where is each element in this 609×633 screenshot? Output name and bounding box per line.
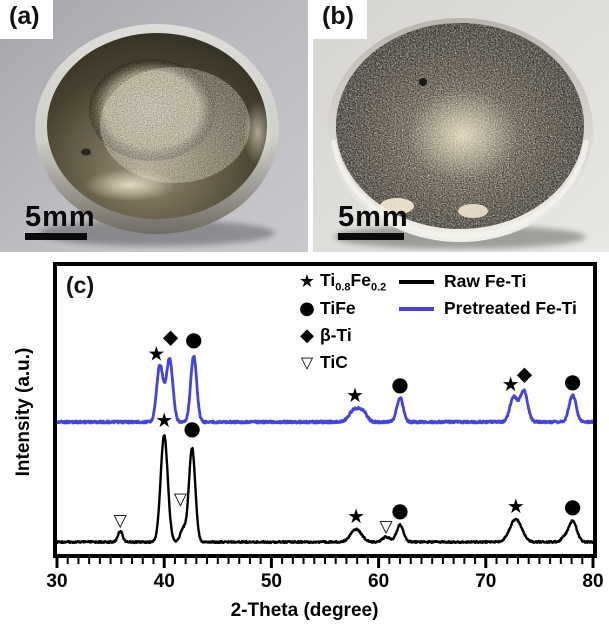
legend-phase-label: TiC	[320, 352, 348, 372]
svg-text:▽: ▽	[174, 489, 188, 509]
xrd-chart-panel: 30 40 50 60 70 80 ▽ ★ ▽ ● ★ ▽ ● ★ ● ★ ◆ ● ★ ● ★ ◆ ● (c) Intens…	[0, 262, 609, 633]
svg-text:★: ★	[346, 383, 364, 407]
svg-text:●: ●	[391, 372, 408, 396]
x-axis-tick-labels: 30 40 50 60 70 80	[46, 571, 603, 592]
svg-text:★: ★	[147, 341, 165, 365]
xrd-curve-raw-fe-ti	[57, 434, 593, 545]
svg-text:80: 80	[582, 571, 603, 592]
svg-text:●: ●	[391, 498, 408, 522]
raw-line-sample	[399, 279, 434, 284]
y-axis-title: Intensity (a.u.)	[13, 347, 34, 477]
svg-text:40: 40	[154, 571, 175, 592]
peak-markers-0: ▽★▽●★ ▽● ★ ●	[114, 408, 582, 537]
svg-text:●: ●	[185, 327, 202, 351]
ingot-a-pit	[81, 148, 91, 156]
panel-b-scale-line	[338, 233, 404, 240]
diamond-icon: ◆	[300, 325, 314, 346]
panel-a-label: (a)	[0, 0, 53, 39]
svg-text:50: 50	[261, 571, 282, 592]
svg-text:60: 60	[368, 571, 389, 592]
panel-a-scale-bar: 5mm	[25, 202, 96, 240]
svg-text:●: ●	[183, 416, 200, 440]
legend-series-label: Pretreated Fe-Ti	[444, 298, 577, 318]
legend-phase-label: TiFe	[320, 298, 356, 318]
legend-series-label: Raw Fe-Ti	[444, 271, 527, 291]
svg-text:30: 30	[46, 571, 67, 592]
panel-b-scale-text: 5mm	[338, 201, 409, 233]
triangle-icon: ▽	[300, 353, 314, 372]
ingot-a-highlight-right	[243, 100, 273, 166]
panel-a-scale-text: 5mm	[25, 201, 96, 233]
svg-text:●: ●	[564, 369, 581, 393]
svg-text:▽: ▽	[114, 511, 128, 531]
photo-panel-a: (a) 5mm	[0, 0, 308, 252]
panel-c-label: (c)	[66, 272, 95, 298]
ingot-b-rim-highlight	[331, 140, 589, 239]
ingot-photo-b	[313, 0, 609, 252]
legend-phase-tic: ▽ TiC	[294, 349, 386, 376]
peak-markers-1: ★◆ ●★ ● ★◆ ●	[147, 324, 581, 407]
svg-text:★: ★	[155, 408, 173, 432]
legend-series-pretreated: Pretreated Fe-Ti	[399, 295, 577, 322]
ingot-b-spec2	[458, 204, 488, 218]
legend-phase-label: Ti0.8Fe0.2	[320, 269, 387, 294]
svg-text:▽: ▽	[380, 517, 394, 537]
ingot-b-center-glow	[407, 89, 519, 181]
legend-phase-ti08fe02: ★ Ti0.8Fe0.2	[294, 268, 386, 295]
svg-text:★: ★	[502, 372, 520, 396]
ingot-a-speckle-light	[100, 67, 250, 183]
svg-text:★: ★	[507, 494, 525, 518]
plot-frame	[53, 262, 597, 558]
svg-text:◆: ◆	[163, 324, 179, 348]
svg-text:◆: ◆	[517, 361, 533, 385]
panel-b-scale-bar: 5mm	[338, 202, 409, 240]
x-axis-title: 2-Theta (degree)	[230, 600, 379, 621]
legend-series-raw: Raw Fe-Ti	[399, 268, 577, 295]
pretreated-line-sample	[399, 306, 434, 311]
ingot-b-pit	[419, 78, 427, 86]
series-legend: Raw Fe-Ti Pretreated Fe-Ti	[399, 268, 577, 322]
xrd-plot: 30 40 50 60 70 80▽★▽●★ ▽● ★ ●★◆ ●★ ● ★◆ ●	[46, 262, 604, 592]
circle-icon: ●	[299, 298, 315, 319]
panel-a-scale-line	[25, 233, 87, 240]
legend-phase-beta-ti: ◆ β-Ti	[294, 322, 386, 349]
xrd-curve-pretreated-fe-ti	[57, 354, 593, 425]
phase-legend: ★ Ti0.8Fe0.2 ● TiFe ◆ β-Ti ▽ TiC	[294, 268, 386, 376]
x-axis-ticks	[55, 558, 595, 568]
photo-panel-b: (b) 5mm	[313, 0, 609, 252]
ingot-a-highlight-bottom	[84, 169, 176, 201]
svg-text:70: 70	[475, 571, 496, 592]
legend-phase-label: β-Ti	[320, 325, 352, 345]
panel-b-label: (b)	[313, 0, 367, 39]
svg-text:★: ★	[347, 504, 365, 528]
star-icon: ★	[298, 271, 316, 292]
legend-phase-tife: ● TiFe	[294, 295, 386, 322]
svg-text:●: ●	[564, 494, 581, 518]
ingot-photo-a	[0, 0, 308, 252]
ingot-b-spec1	[380, 198, 414, 214]
